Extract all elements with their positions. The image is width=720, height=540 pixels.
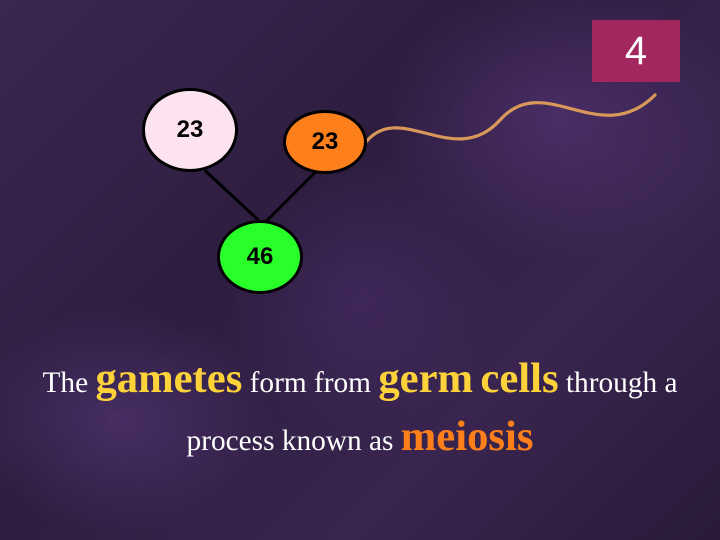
- keyword-meiosis: meiosis: [401, 413, 534, 460]
- caption-line-2: process known as meiosis: [0, 408, 720, 466]
- zygote-label: 46: [247, 243, 274, 271]
- zygote-cell: 46: [217, 220, 303, 294]
- gamete-diagram: 23 23 46: [0, 0, 720, 330]
- connector-right: [264, 171, 316, 223]
- keyword-gametes: gametes: [95, 355, 242, 402]
- sperm-tail: [0, 0, 720, 330]
- keyword-germ: germ: [378, 355, 473, 402]
- connector-left: [204, 169, 262, 223]
- sperm-label: 23: [312, 128, 339, 156]
- egg-label: 23: [177, 116, 204, 144]
- caption-p3: through a: [559, 367, 678, 399]
- sperm-tail-path: [366, 95, 655, 142]
- keyword-cells: cells: [480, 355, 558, 402]
- caption-p2: form from: [242, 367, 378, 399]
- caption-p4: process known as: [187, 425, 401, 457]
- sperm-head: 23: [283, 110, 367, 174]
- caption-line-1: The gametes form from germ cells through…: [0, 350, 720, 408]
- egg-cell: 23: [142, 88, 238, 172]
- caption-p1: The: [43, 367, 96, 399]
- caption-text: The gametes form from germ cells through…: [0, 350, 720, 465]
